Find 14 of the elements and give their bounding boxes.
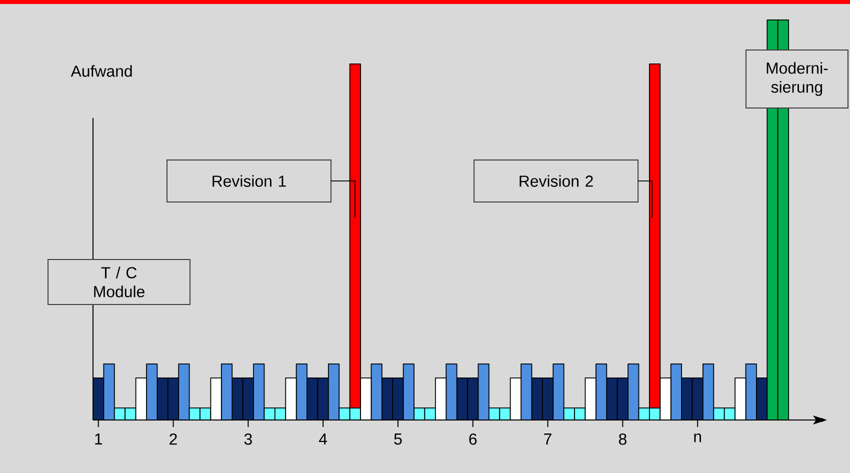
x-tick-label: 1 xyxy=(95,434,102,444)
x-tick-label: 5 xyxy=(394,434,402,445)
annotation: T / C Module xyxy=(94,266,144,298)
x-tick-label: 7 xyxy=(544,434,552,444)
x-tick-label: 3 xyxy=(244,434,252,445)
x-tick-label: 6 xyxy=(469,434,477,445)
x-tick-label: 4 xyxy=(319,434,328,444)
y-axis-title: Aufwand xyxy=(70,65,132,77)
x-tick-label: 2 xyxy=(170,434,177,445)
x-tick-label: n xyxy=(694,434,701,442)
annotation: Revision 1 xyxy=(212,175,286,187)
x-tick-label: 8 xyxy=(618,434,626,445)
annotation: Revision 2 xyxy=(520,175,593,187)
annotation: Moderni-sierung xyxy=(766,62,828,96)
